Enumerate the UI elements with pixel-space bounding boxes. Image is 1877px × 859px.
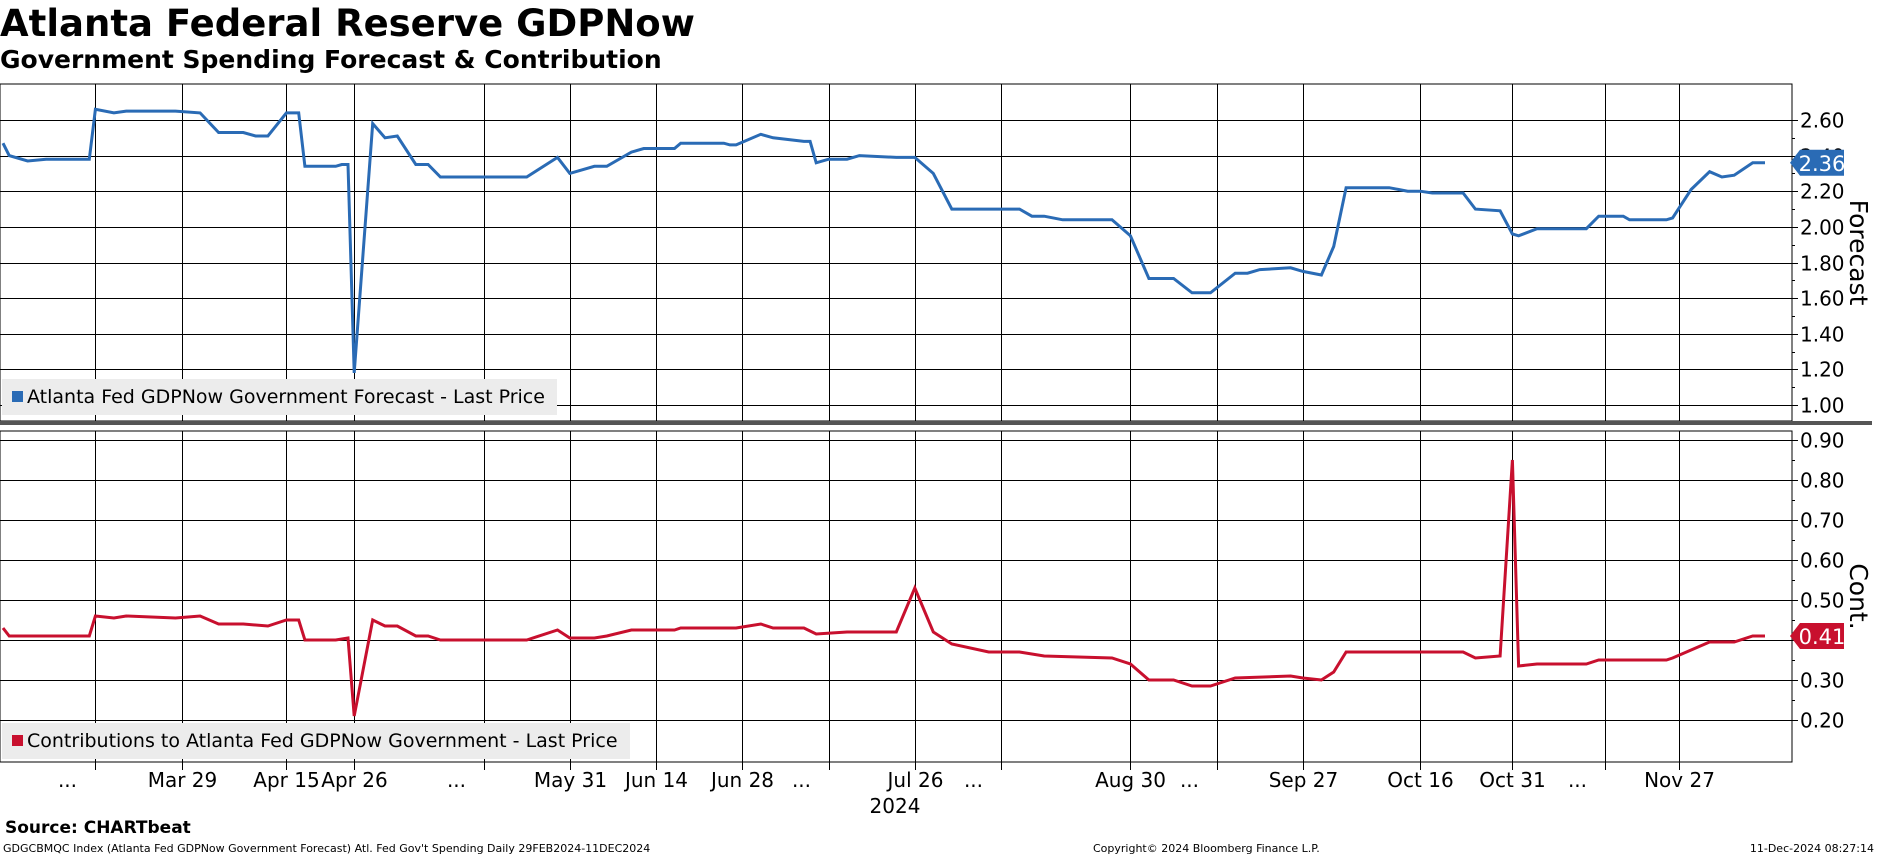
y-tick-label: 0.80 [1800,469,1845,493]
chart-title: Atlanta Federal Reserve GDPNow [0,2,695,45]
x-tick-label: Mar 29 [148,768,218,792]
y-axis-label: Forecast [1844,200,1873,306]
footer-copyright: Copyright© 2024 Bloomberg Finance L.P. [1093,842,1320,855]
x-tick-label: Jun 14 [623,768,688,792]
legend-forecast-label: Atlanta Fed GDPNow Government Forecast -… [27,386,545,408]
plot-frame-1 [0,430,1793,763]
x-tick-label: ... [1180,768,1199,792]
x-tick-label: Oct 16 [1387,768,1453,792]
x-tick-label: May 31 [534,768,607,792]
legend-contribution-label: Contributions to Atlanta Fed GDPNow Gove… [27,730,618,752]
y-tick-label: 0.60 [1800,549,1845,573]
y-tick-label: 1.60 [1800,287,1845,311]
legend-contribution: Contributions to Atlanta Fed GDPNow Gove… [2,723,630,759]
y-tick-label: 1.20 [1800,358,1845,382]
x-tick-label: Aug 30 [1095,768,1166,792]
y-tick-label: 0.90 [1800,429,1845,453]
last-value-label: 0.41 [1799,625,1846,649]
x-tick-label: ... [1568,768,1587,792]
footer-timestamp: 11-Dec-2024 08:27:14 [1749,842,1874,855]
legend-contribution-swatch [12,735,23,746]
y-tick-label: 0.20 [1800,709,1845,733]
last-value-tag [1790,623,1844,649]
y-tick-label: 1.80 [1800,252,1845,276]
x-tick-label: ... [58,768,77,792]
y-tick-label: 2.20 [1800,180,1845,204]
last-value-tag [1790,149,1844,176]
legend-forecast-swatch [12,391,23,402]
y-tick-label: 1.00 [1800,394,1845,418]
chart-subtitle: Government Spending Forecast & Contribut… [0,45,662,74]
x-tick-label: ... [447,768,466,792]
x-tick-label: Sep 27 [1269,768,1339,792]
source-note: Source: CHARTbeat [5,818,191,838]
x-tick-label: Apr 15 [253,768,319,792]
last-value-label: 2.36 [1799,152,1846,176]
y-tick-label: 0.70 [1800,509,1845,533]
footer-description: GDGCBMQC Index (Atlanta Fed GDPNow Gover… [3,842,651,855]
x-tick-label: ... [964,768,983,792]
y-tick-label: 2.60 [1800,109,1845,133]
legend-forecast: Atlanta Fed GDPNow Government Forecast -… [2,379,557,415]
series-line [1,107,1765,374]
y-tick-label: 1.40 [1800,323,1845,347]
y-tick-label: 2.00 [1800,216,1845,240]
x-tick-label: Apr 26 [321,768,387,792]
x-tick-label: ... [792,768,811,792]
y-tick-label: 0.50 [1800,589,1845,613]
x-axis-year: 2024 [870,794,921,818]
y-tick-label: 0.30 [1800,669,1845,693]
x-tick-label: Jul 26 [886,768,944,792]
y-axis-label: Cont. [1844,563,1873,629]
series-line [1,459,1765,717]
x-tick-label: Jun 28 [709,768,774,792]
panel-divider [0,421,1872,425]
x-tick-label: Oct 31 [1479,768,1545,792]
x-tick-label: Nov 27 [1644,768,1715,792]
